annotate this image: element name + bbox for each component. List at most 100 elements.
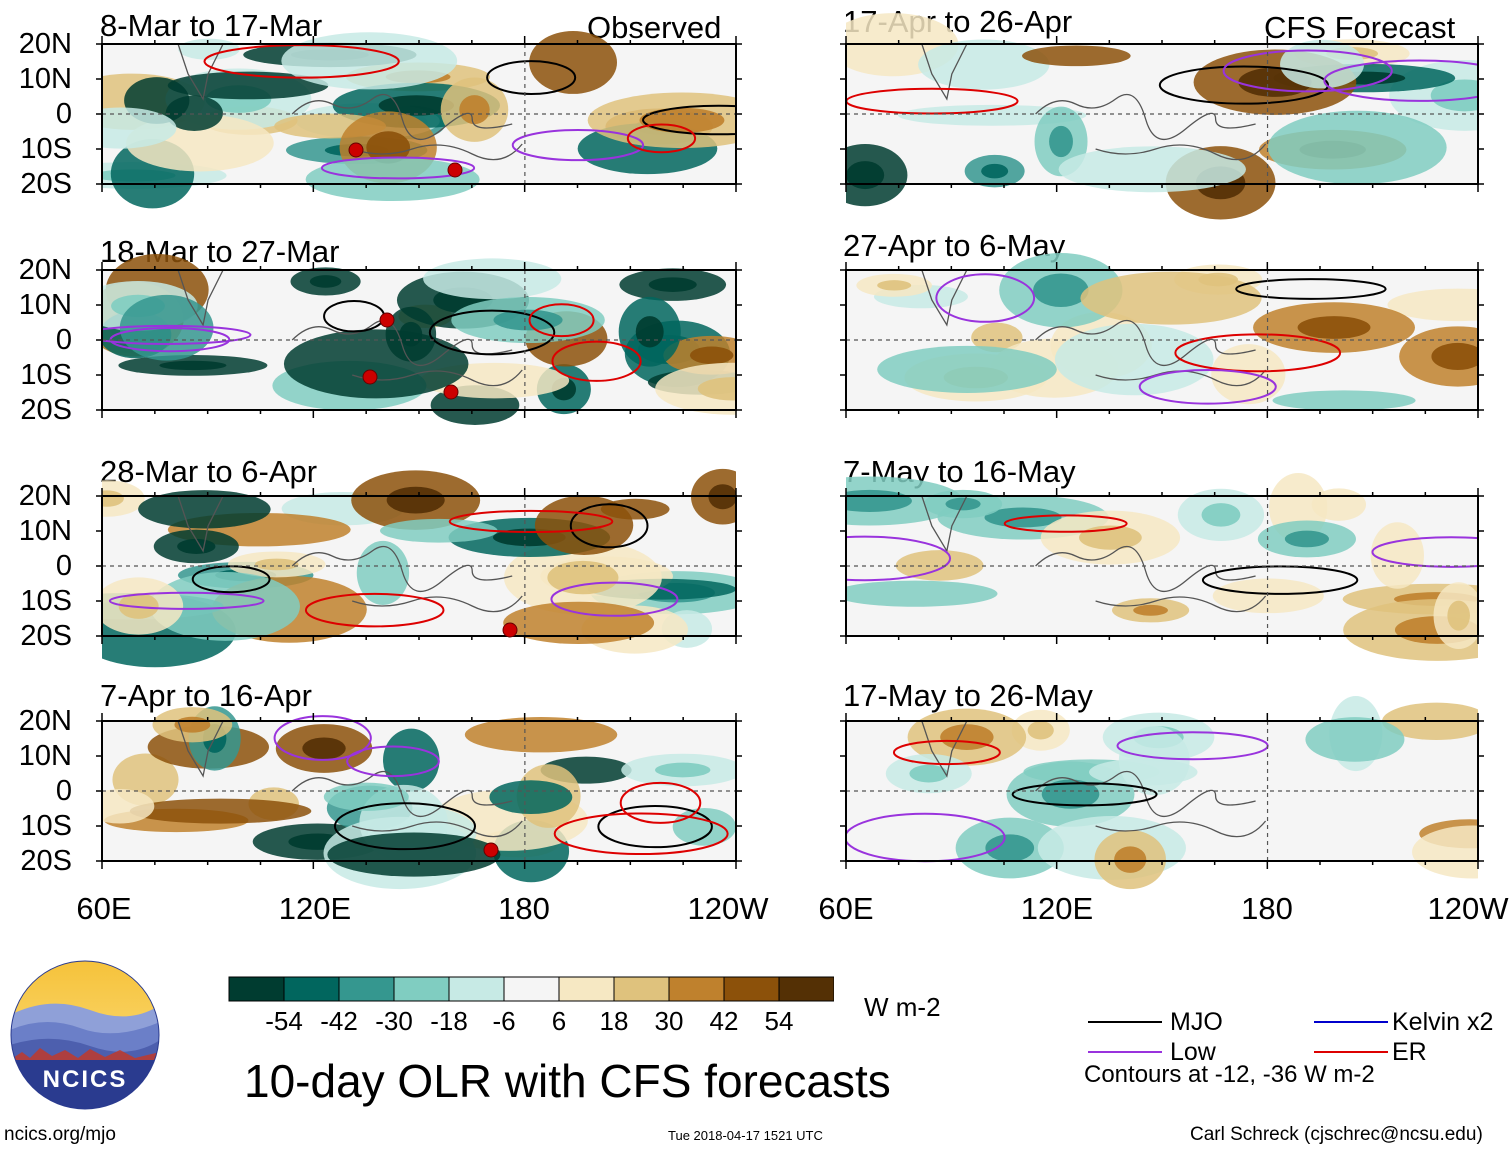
olr-anomaly-core	[1284, 530, 1329, 548]
map-panel-left-1	[102, 30, 736, 209]
olr-anomaly-blob	[1412, 825, 1478, 879]
coastline-india	[921, 269, 968, 327]
wave-contour	[1158, 65, 1330, 105]
lon-label-60e-left: 60E	[76, 891, 132, 926]
colorbar-swatch	[778, 976, 834, 1002]
olr-anomaly-blob	[1118, 726, 1190, 796]
panel-title: 7-Apr to 16-Apr	[100, 678, 312, 713]
wave-contour	[569, 503, 649, 549]
wave-contour	[1138, 368, 1277, 405]
olr-anomaly-blob	[1212, 578, 1324, 614]
colorbar-tick-label: -42	[320, 1006, 358, 1036]
olr-anomaly-blob	[1058, 146, 1246, 193]
coastline-maritime-continent	[291, 770, 513, 818]
coastline-india	[177, 495, 224, 553]
olr-anomaly-core	[309, 275, 342, 288]
olr-anomaly-core	[1430, 79, 1478, 112]
olr-anomaly-core	[366, 131, 411, 164]
wave-contour	[346, 745, 440, 778]
olr-anomaly-core	[459, 95, 490, 125]
map-panel-right-4	[846, 695, 1478, 890]
olr-anomaly-blob	[1267, 110, 1447, 185]
coastline-maritime-continent	[291, 319, 513, 367]
olr-anomaly-blob	[534, 495, 634, 555]
panel-title: 17-May to 26-May	[843, 678, 1093, 713]
wave-contour	[1323, 59, 1478, 102]
olr-anomaly-core	[1133, 604, 1168, 616]
coastline-australia	[351, 820, 523, 838]
colorbar-tick-label: -18	[430, 1006, 468, 1036]
coastline-maritime-continent	[1035, 545, 1256, 593]
olr-anomaly-core	[254, 558, 299, 571]
website-link[interactable]: ncics.org/mjo	[4, 1124, 116, 1145]
colorbar-tick-label: 54	[764, 1006, 794, 1036]
wave-contour	[1003, 514, 1128, 533]
tropical-cyclone-marker	[443, 384, 459, 400]
olr-anomaly-core	[493, 309, 563, 331]
lat-label: 20S	[20, 620, 72, 652]
olr-anomaly-core	[1297, 316, 1371, 339]
lon-label-120w-right: 120W	[1427, 891, 1509, 926]
coastline-maritime-continent	[291, 545, 513, 593]
map-panel-left-2	[102, 253, 736, 425]
panel-title: 28-Mar to 6-Apr	[100, 454, 318, 489]
lat-label: 20S	[20, 168, 72, 200]
olr-anomaly-core	[378, 95, 454, 116]
coastline-maritime-continent	[291, 93, 513, 141]
wave-contour	[935, 273, 1036, 323]
wave-contour	[642, 104, 736, 136]
coastline-india	[177, 269, 224, 327]
legend-kelvin: Kelvin x2	[1392, 1008, 1494, 1036]
tropical-cyclone-marker	[447, 162, 463, 178]
olr-anomaly-blob	[423, 258, 562, 300]
lon-label-180-right: 180	[1241, 891, 1293, 926]
olr-anomaly-blob	[383, 728, 440, 792]
olr-anomaly-core	[1447, 600, 1470, 631]
olr-anomaly-core	[940, 724, 994, 750]
coastline-australia	[1095, 820, 1267, 838]
olr-anomaly-core	[648, 277, 697, 292]
wave-contour	[528, 303, 595, 338]
forecast-label: CFS Forecast	[1264, 10, 1456, 45]
map-panel-right-2	[846, 253, 1478, 411]
tropical-cyclone-marker	[348, 142, 364, 158]
wave-contour	[102, 324, 252, 345]
olr-anomaly-core	[1033, 273, 1089, 308]
olr-anomaly-blob	[672, 807, 736, 846]
wave-contour	[550, 581, 679, 617]
olr-anomaly-blob	[283, 329, 469, 399]
olr-anomaly-blob	[129, 798, 312, 824]
wave-contour	[1371, 536, 1478, 568]
wave-contour	[304, 592, 445, 628]
lat-label: 0	[55, 98, 72, 130]
olr-anomaly-blob	[102, 107, 177, 149]
colorbar	[228, 976, 834, 1002]
olr-anomaly-blob	[655, 362, 736, 415]
lon-label-120w-left: 120W	[687, 891, 769, 926]
colorbar-swatch	[228, 976, 285, 1002]
wave-contour	[448, 509, 614, 534]
lat-label: 20S	[20, 845, 72, 877]
olr-anomaly-blob	[1080, 271, 1262, 325]
olr-anomaly-blob	[1272, 390, 1416, 411]
tropical-cyclone-marker	[362, 369, 378, 385]
coastline-maritime-continent	[1035, 770, 1256, 818]
olr-anomaly-blob	[102, 789, 155, 824]
colorbar-swatch	[558, 976, 615, 1002]
coastline-india	[921, 43, 968, 101]
wave-contour	[892, 739, 1001, 766]
olr-anomaly-core	[689, 346, 734, 365]
wave-contour	[273, 715, 372, 761]
colorbar-swatch	[613, 976, 670, 1002]
wave-contour	[203, 44, 400, 79]
tropical-cyclone-marker	[379, 312, 395, 328]
ncics-logo: NCICS	[10, 960, 160, 1110]
lat-label: 10N	[18, 289, 72, 321]
olr-anomaly-core	[1201, 503, 1241, 527]
coastline-australia	[1095, 143, 1267, 161]
olr-anomaly-blob	[327, 832, 501, 877]
colorbar-tick-label: -30	[375, 1006, 413, 1036]
colorbar-swatch	[393, 976, 450, 1002]
tropical-cyclone-marker	[483, 842, 499, 858]
lat-label: 10N	[18, 740, 72, 772]
